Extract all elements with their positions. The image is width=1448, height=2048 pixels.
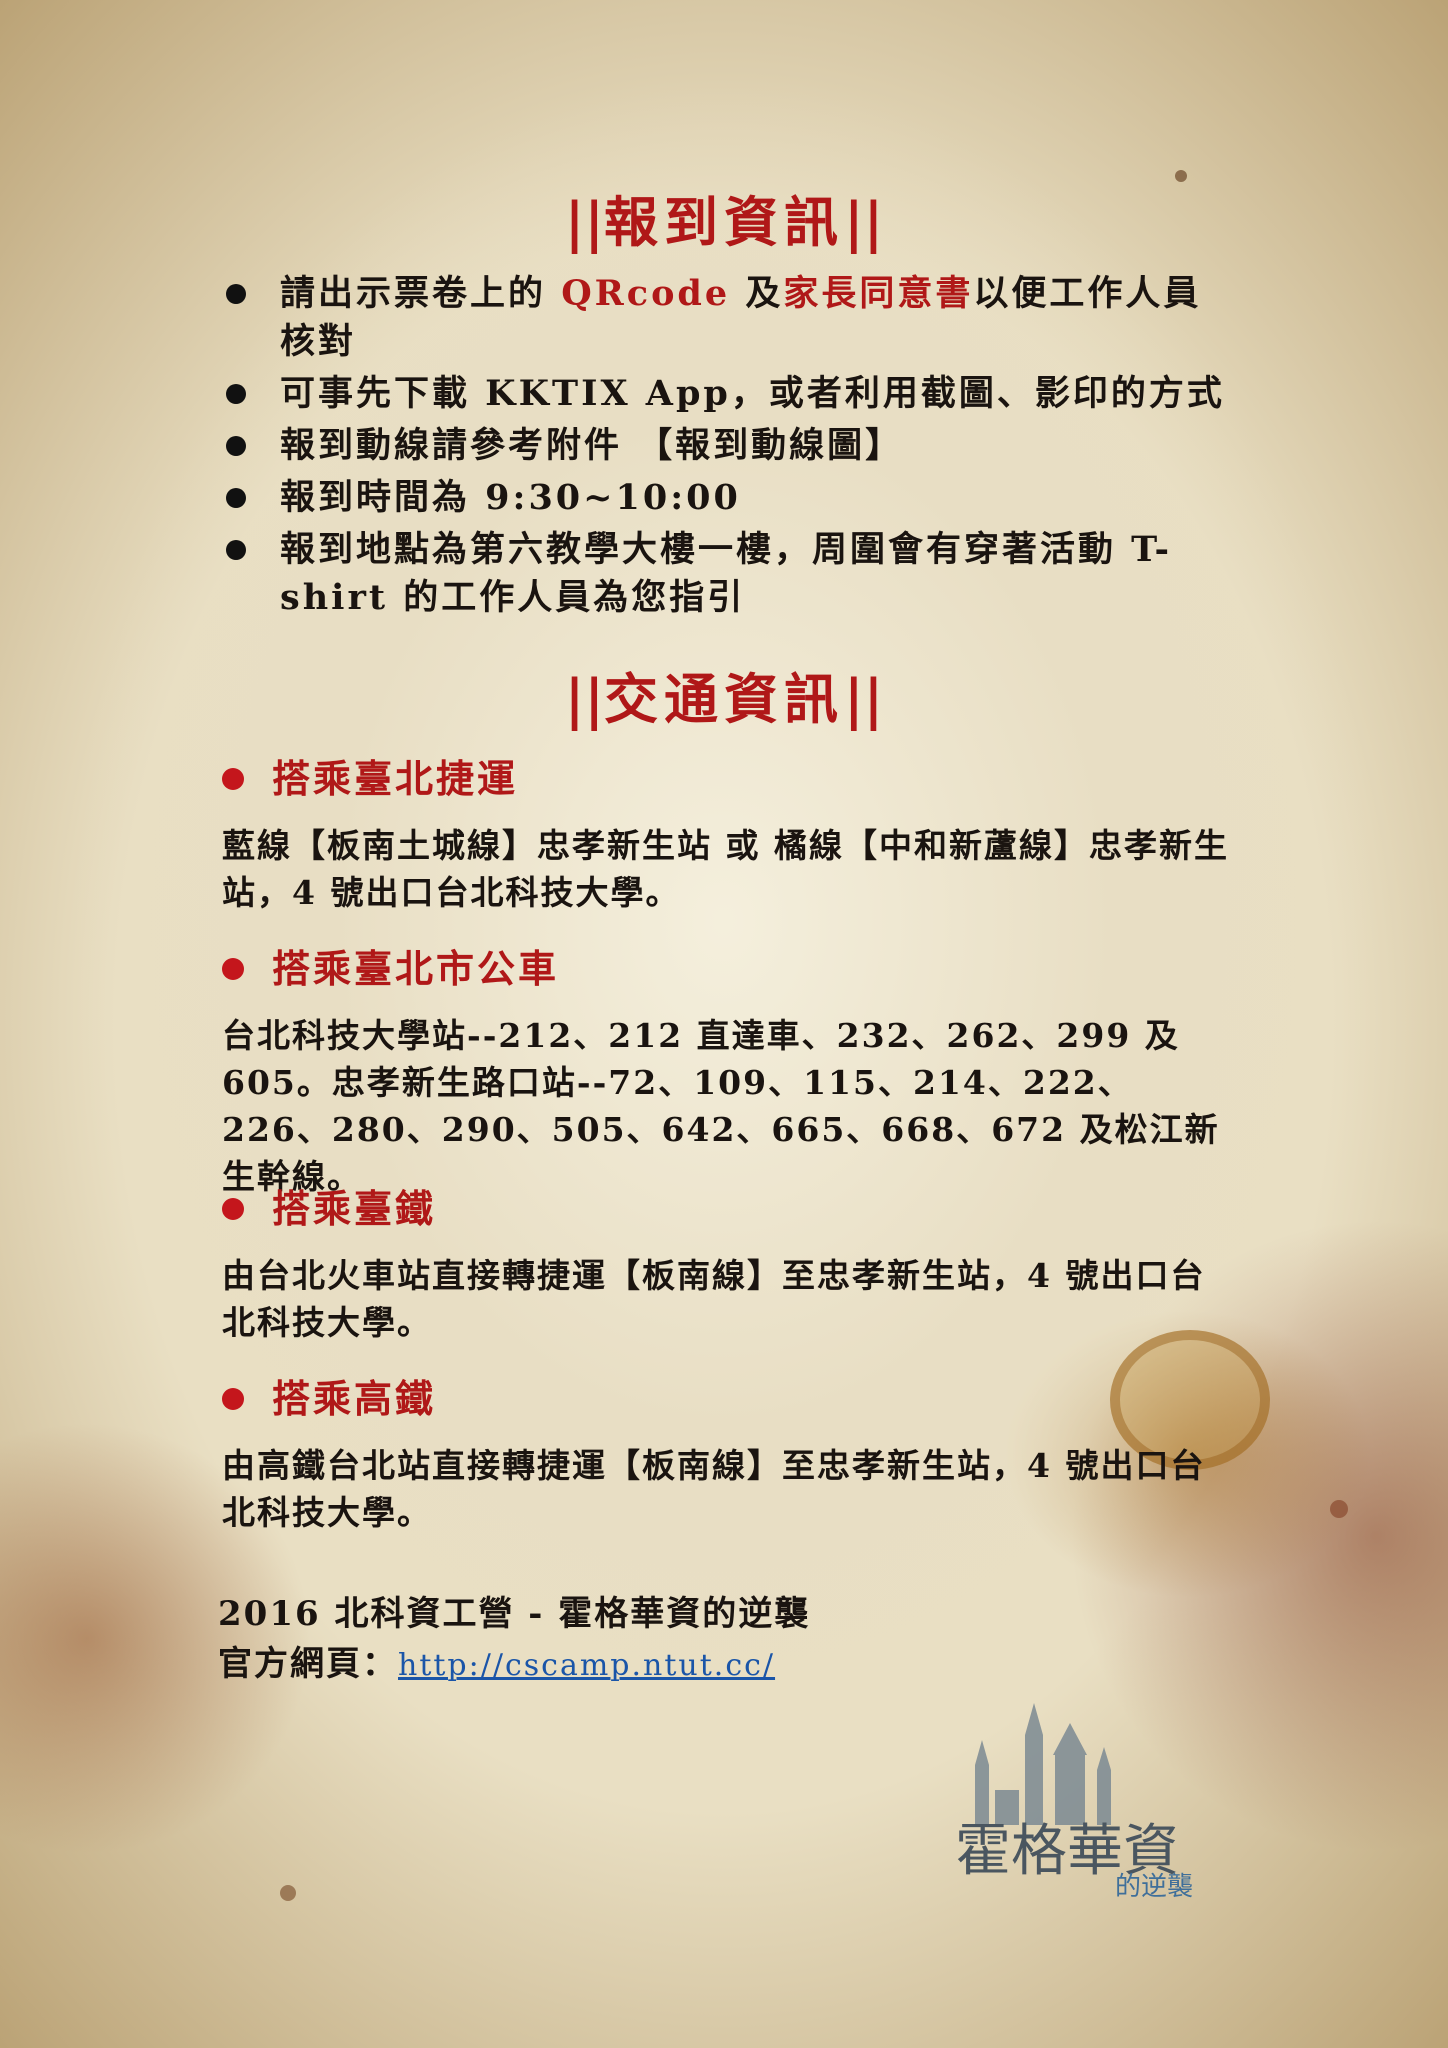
bus-heading: 搭乘臺北市公車 (222, 938, 559, 993)
list-item: 可事先下載 KKTIX App，或者利用截圖、影印的方式 (218, 370, 1228, 418)
checkin-list: 請出示票卷上的 QRcode 及家長同意書以便工作人員核對 可事先下載 KKTI… (218, 270, 1228, 626)
transport-section-title: ||交通資訊|| (564, 667, 884, 731)
qrcode-highlight: QRcode (561, 273, 731, 314)
site-label: 官方網頁： (218, 1644, 398, 1684)
tra-directions: 由台北火車站直接轉捷運【板南線】至忠孝新生站，4 號出口台北科技大學。 (222, 1256, 1206, 1342)
list-item: 報到地點為第六教學大樓一樓，周圍會有穿著活動 T-shirt 的工作人員為您指引 (218, 526, 1228, 622)
ink-spot (1175, 170, 1187, 182)
event-name: 2016 北科資工營 - 霍格華資的逆襲 (218, 1594, 811, 1634)
bullet-dot-icon (222, 958, 244, 980)
checkin-section-title: ||報到資訊|| (564, 190, 884, 254)
tra-heading: 搭乘臺鐵 (222, 1178, 436, 1233)
ink-spot (280, 1885, 296, 1901)
coffee-stain (1110, 1330, 1270, 1470)
ink-spot (1330, 1500, 1348, 1518)
logo-main-text: 霍格華資 (955, 1819, 1179, 1884)
bus-directions: 台北科技大學站--212、212 直達車、232、262、299 及 605。忠… (222, 1016, 1220, 1196)
bullet-dot-icon (222, 768, 244, 790)
mrt-heading: 搭乘臺北捷運 (222, 748, 518, 803)
list-item: 報到動線請參考附件 【報到動線圖】 (218, 422, 1228, 470)
list-item: 報到時間為 9:30~10:00 (218, 474, 1228, 522)
logo-sub-text: 的逆襲 (1115, 1872, 1193, 1902)
list-item: 請出示票卷上的 QRcode 及家長同意書以便工作人員核對 (218, 270, 1228, 366)
hsr-heading: 搭乘高鐵 (222, 1368, 436, 1423)
official-site-link[interactable]: http://cscamp.ntut.cc/ (398, 1648, 776, 1683)
mrt-directions: 藍線【板南土城線】忠孝新生站 或 橘線【中和新蘆線】忠孝新生站，4 號出口台北科… (222, 826, 1229, 912)
hsr-directions: 由高鐵台北站直接轉捷運【板南線】至忠孝新生站，4 號出口台北科技大學。 (222, 1446, 1206, 1532)
bullet-dot-icon (222, 1198, 244, 1220)
consent-form-highlight: 家長同意書 (783, 273, 974, 314)
official-site-line: 官方網頁：http://cscamp.ntut.cc/ (218, 1636, 775, 1685)
bullet-dot-icon (222, 1388, 244, 1410)
camp-logo: 霍格華資 的逆襲 (955, 1703, 1193, 1902)
